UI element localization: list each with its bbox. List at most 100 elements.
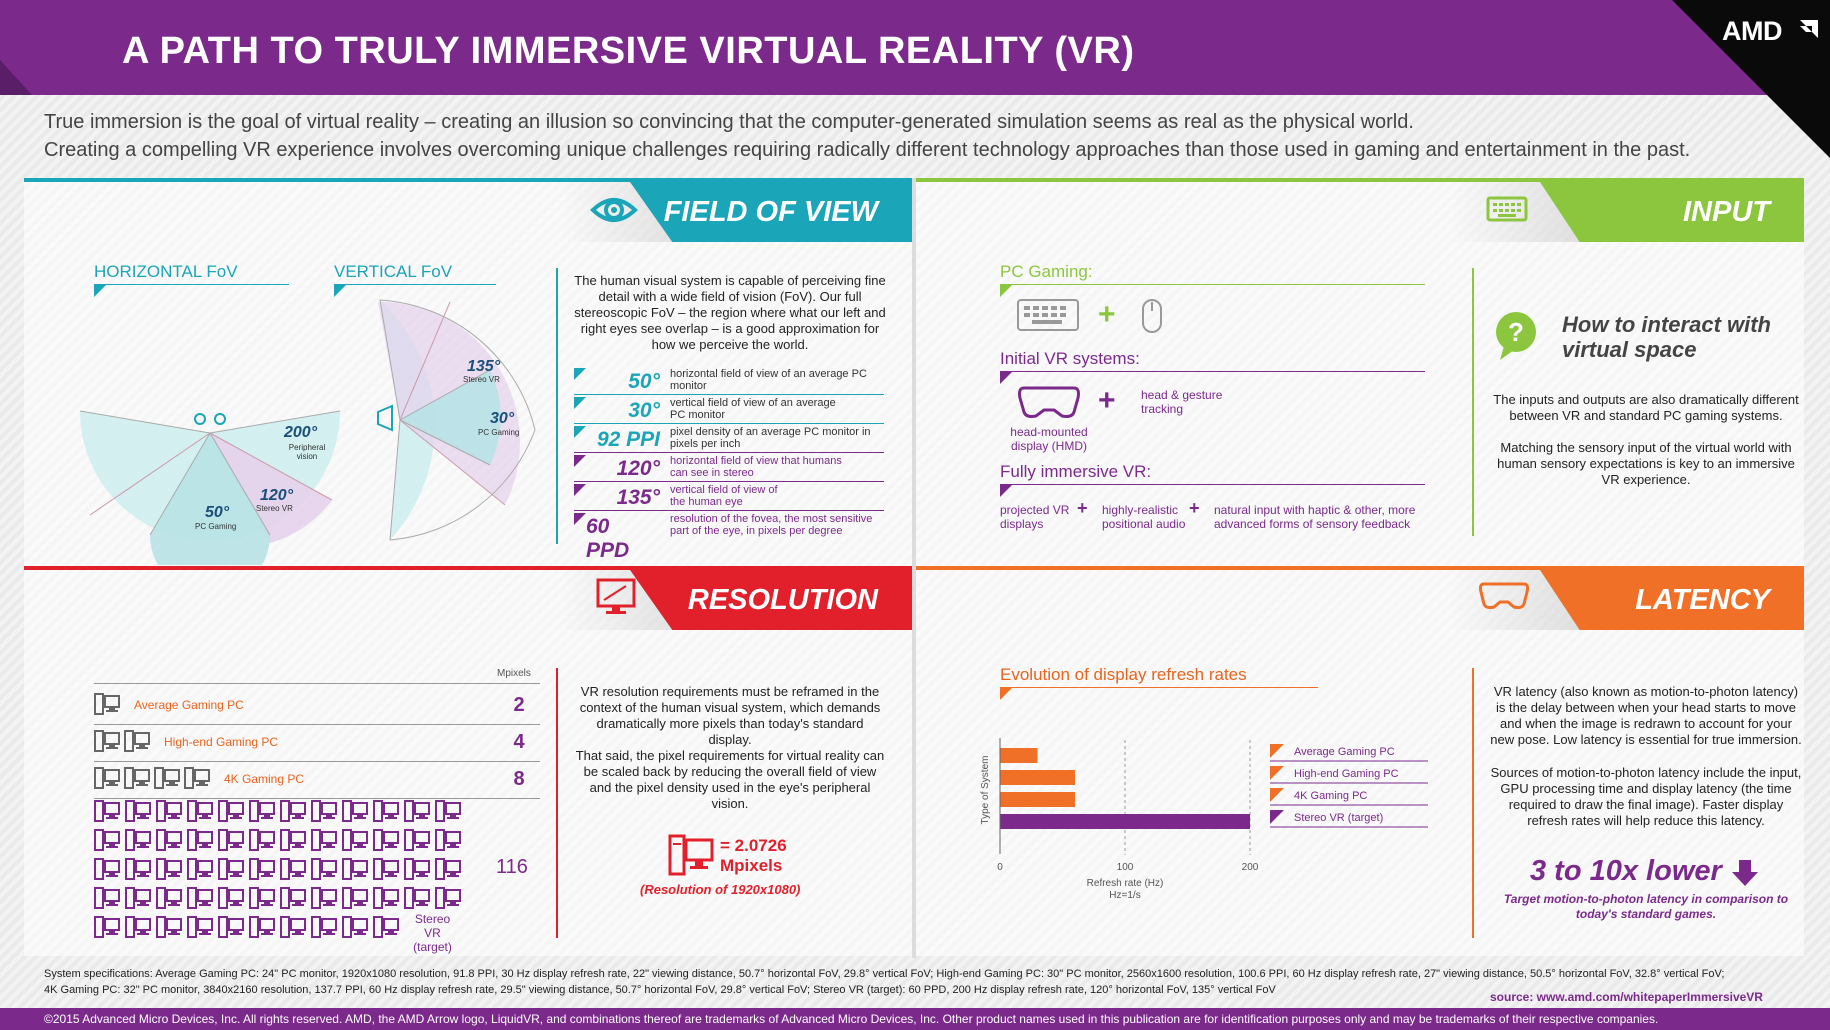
latency-chart-tick <box>1000 688 1012 700</box>
pc-icon <box>404 858 430 885</box>
stereo-vr-value: 116 <box>496 856 528 878</box>
h-fov-200-sub: Peripheral vision <box>288 443 326 461</box>
fov-row-tick <box>574 484 586 496</box>
hmd-icon <box>1478 582 1530 610</box>
keyboard-device-icon <box>1017 299 1079 331</box>
vertical-fov-label: VERTICAL FoV <box>334 262 453 281</box>
pc-icon <box>342 829 368 856</box>
fov-row-tick <box>574 513 586 525</box>
pc-icon <box>94 829 120 856</box>
legend-swatch <box>1270 744 1284 758</box>
pc-icon <box>124 730 150 757</box>
chart-bar <box>1000 770 1075 785</box>
fov-row-value: 50° <box>628 370 660 393</box>
initial-vr-underline <box>1000 371 1425 372</box>
monitor-icon <box>596 578 636 614</box>
page-title: A PATH TO TRULY IMMERSIVE VIRTUAL REALIT… <box>122 30 1135 72</box>
fov-row-desc: horizontal field of view that humans can… <box>670 455 842 479</box>
pc-icon <box>156 858 182 885</box>
pc-icon <box>280 829 306 856</box>
horizontal-fov-label: HORIZONTAL FoV <box>94 262 238 281</box>
pc-icon <box>404 887 430 914</box>
input-topline <box>916 178 1804 182</box>
fov-row-line <box>574 394 884 395</box>
pc-icon <box>311 887 337 914</box>
resolution-row-value: 8 <box>513 768 525 790</box>
h-fov-120-value: 120° <box>260 487 294 504</box>
header-bar <box>0 0 1830 95</box>
fully-immersive-underline <box>1000 484 1425 485</box>
plus-icon: + <box>1077 498 1088 518</box>
legend-label: Average Gaming PC <box>1294 746 1395 758</box>
x-axis-label: Refresh rate (Hz) <box>1087 878 1164 889</box>
pc-icon <box>342 887 368 914</box>
pc-icon <box>280 916 306 943</box>
fov-column-divider <box>556 268 558 544</box>
initial-vr-label: Initial VR systems: <box>1000 349 1140 368</box>
pc-gaming-underline <box>1000 284 1425 285</box>
latency-banner: LATENCY <box>1540 570 1804 630</box>
resolution-row-value: 2 <box>513 694 525 716</box>
latency-title: LATENCY <box>1635 583 1770 616</box>
pc-icon <box>154 767 180 794</box>
chart-bar <box>1000 792 1075 807</box>
fov-row-line <box>574 481 884 482</box>
fov-topline <box>24 178 912 182</box>
projected-label: projected VR displays <box>1000 503 1070 531</box>
resolution-row-line <box>94 761 540 762</box>
h-fov-120-sub: Stereo VR <box>256 504 293 513</box>
resolution-title: RESOLUTION <box>687 583 878 616</box>
pc-icon <box>311 829 337 856</box>
legend-swatch <box>1270 810 1284 824</box>
fov-row-value: 135° <box>616 486 660 509</box>
head-gesture-label: head & gesture tracking <box>1141 388 1223 416</box>
vertical-fov-diagram <box>377 299 536 541</box>
pc-icon <box>249 916 275 943</box>
fov-row-desc: horizontal field of view of an average P… <box>670 368 867 392</box>
refresh-rate-chart: 0 100 200 Refresh rate (Hz)Hz=1/s Type of Sy… <box>980 738 1428 901</box>
pc-gaming-tick <box>1000 285 1012 297</box>
amd-logo: AMD <box>1722 16 1783 46</box>
pc-icon <box>249 887 275 914</box>
keyboard-icon <box>1486 196 1528 222</box>
stereo-vr-label: Stereo VR (target) <box>413 912 452 954</box>
pc-icon <box>125 858 151 885</box>
v-fov-135-value: 135° <box>467 358 501 375</box>
pc-icon <box>435 800 461 827</box>
fov-row-desc: pixel density of an average PC monitor i… <box>670 426 871 450</box>
pc-icon <box>184 767 210 794</box>
footer-bar <box>0 1008 1830 1030</box>
plus-icon: + <box>1189 498 1200 518</box>
chart-bar <box>1000 748 1038 763</box>
fully-immersive-label: Fully immersive VR: <box>1000 462 1152 481</box>
legend-label: 4K Gaming PC <box>1294 790 1367 802</box>
resolution-para-1: VR resolution requirements must be refra… <box>579 684 881 747</box>
fov-row-tick <box>574 397 586 409</box>
latency-para-1: VR latency (also known as motion-to-phot… <box>1490 684 1802 747</box>
mpixels-header: Mpixels <box>497 668 531 679</box>
pc-icon <box>187 829 213 856</box>
pc-icon <box>125 800 151 827</box>
pc-icon <box>94 916 120 943</box>
input-panel <box>916 178 1804 566</box>
input-para-2: Matching the sensory input of the virtua… <box>1497 440 1795 487</box>
pc-icon <box>94 767 120 794</box>
pc-icon <box>249 829 275 856</box>
source-link[interactable]: source: www.amd.com/whitepaperImmersiveV… <box>1490 990 1763 1004</box>
legend-label: High-end Gaming PC <box>1294 768 1399 780</box>
x-axis-sublabel: Hz=1/s <box>1109 890 1140 901</box>
intro-line-1: True immersion is the goal of virtual re… <box>44 111 1414 133</box>
fov-row-line <box>574 423 884 424</box>
pc-icon <box>342 916 368 943</box>
horizontal-fov-tick <box>94 285 106 297</box>
pc-icon <box>218 800 244 827</box>
x-tick-label: 0 <box>997 862 1003 873</box>
pc-icon <box>435 887 461 914</box>
pc-icon <box>311 858 337 885</box>
pc-icon <box>125 887 151 914</box>
pc-icon <box>249 858 275 885</box>
horizontal-fov-underline <box>94 284 289 285</box>
plus-icon: + <box>1098 298 1116 331</box>
fov-row-value: 60 PPD <box>586 515 630 562</box>
pc-icon <box>373 829 399 856</box>
